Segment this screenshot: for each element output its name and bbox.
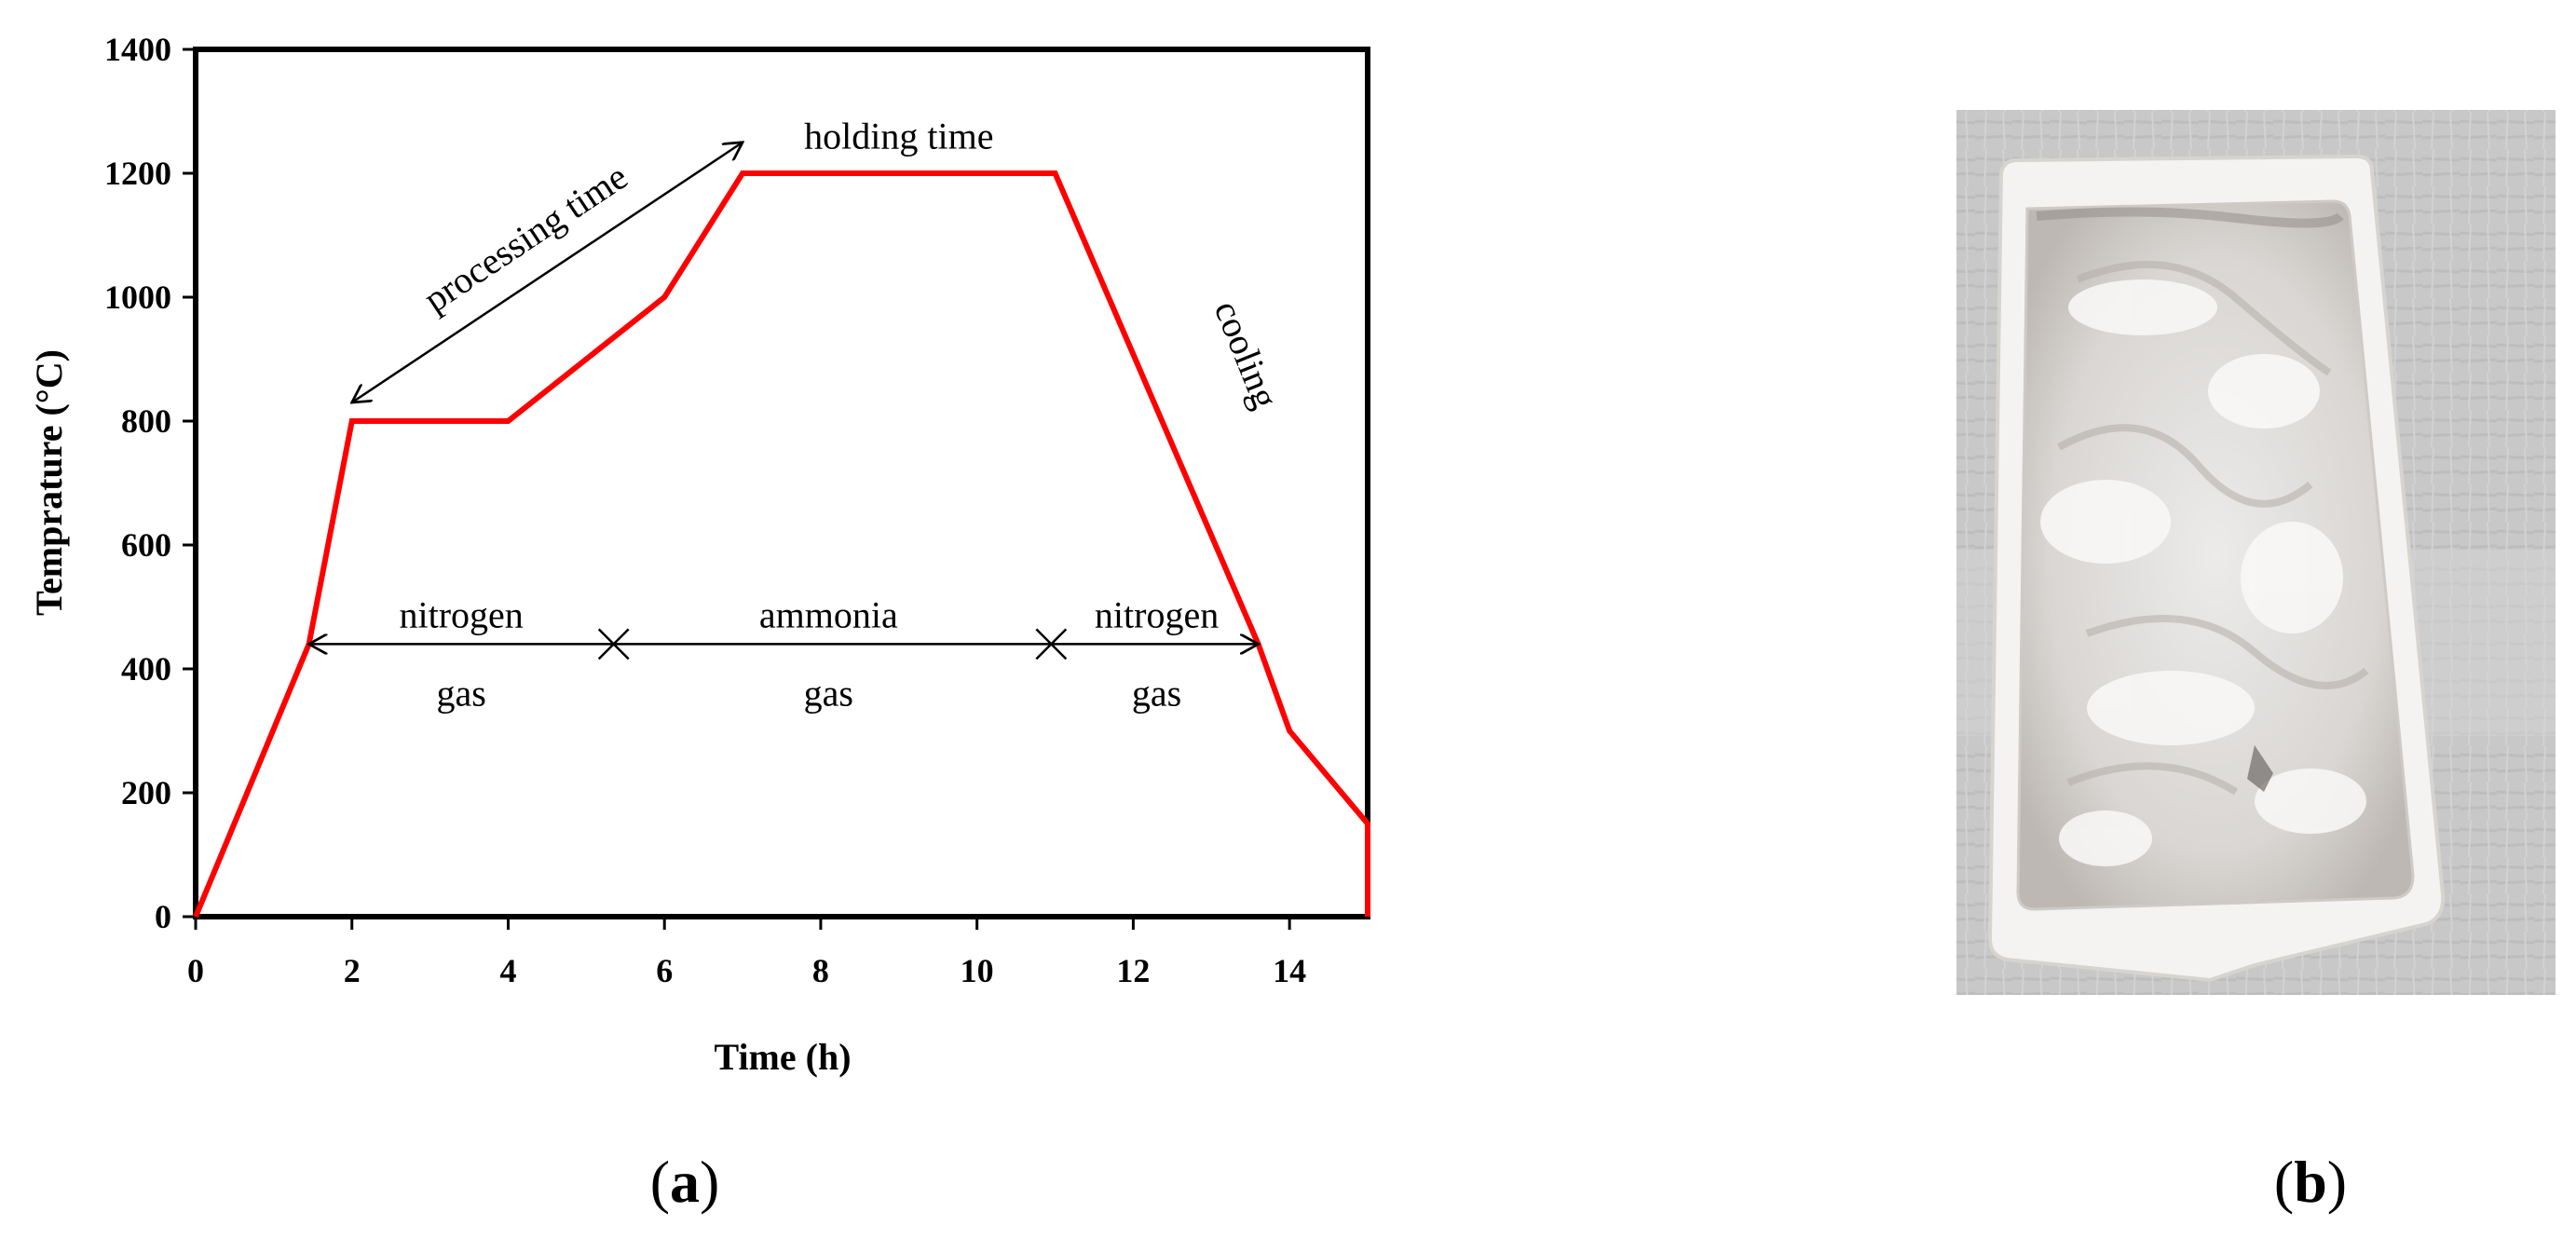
holding-time-label: holding time [804,115,993,157]
y-tick-label: 800 [121,402,171,440]
x-tick-label: 8 [812,952,829,989]
processing-time-label: processing time [416,156,635,320]
dark-spot [2247,745,2273,792]
series-layer [193,170,1370,919]
x-tick-label: 4 [499,952,516,989]
temperature-chart: 0 200 400 600 800 1000 1200 1400 0 2 4 6 8 10 12 14 pr… [28,31,1370,1078]
y-tick-label: 1400 [104,31,171,68]
panel-a-open: ( [650,1149,670,1215]
gas-segment-name: ammonia [759,593,898,635]
panel-a-label: (a) [650,1149,720,1215]
y-axis-ticks: 0 200 400 600 800 1000 1200 1400 [104,31,196,935]
x-tick-label: 0 [187,952,204,989]
y-tick-label: 200 [121,774,171,811]
y-tick-label: 0 [155,898,171,935]
panel-b-open: ( [2274,1149,2294,1215]
x-axis-title: Time (h) [714,1036,851,1078]
y-tick-label: 600 [121,526,171,564]
x-tick-label: 6 [656,952,673,989]
temperature-line [193,170,1370,919]
y-axis-title: Temprature (°C) [28,349,70,616]
sample-photo [1956,110,2556,995]
x-tick-label: 12 [1116,952,1150,989]
panel-b-letter: b [2294,1149,2327,1215]
x-axis-ticks: 0 2 4 6 8 10 12 14 [187,917,1306,989]
y-tick-label: 400 [121,650,171,688]
cooling-label: cooling [1206,294,1288,414]
panel-b-label: (b) [2274,1149,2347,1215]
x-tick-label: 2 [344,952,361,989]
x-tick-label: 10 [961,952,994,989]
powder-edge-shadow [2036,207,2344,228]
y-tick-label: 1200 [104,155,171,192]
processing-time-arrow [352,143,743,402]
powder-texture [2040,279,2366,866]
gas-segment-gas: gas [1132,672,1181,714]
gas-segment-name: nitrogen [1095,593,1219,635]
gas-phase-marker [597,628,630,660]
x-tick-label: 14 [1273,952,1306,989]
gas-phase-marker [1035,628,1068,660]
y-tick-label: 1000 [104,279,171,316]
gas-segment-name: nitrogen [399,593,523,635]
panel-a-letter: a [670,1149,700,1215]
gas-segment-gas: gas [804,672,853,714]
plot-frame [193,47,1370,919]
gas-segment-gas: gas [436,672,485,714]
panel-b-close: ) [2327,1149,2347,1215]
panel-a-close: ) [700,1149,719,1215]
annotation-layer: processing time holding time cooling nitrog… [309,115,1288,714]
powder-swirls [2057,261,2369,796]
